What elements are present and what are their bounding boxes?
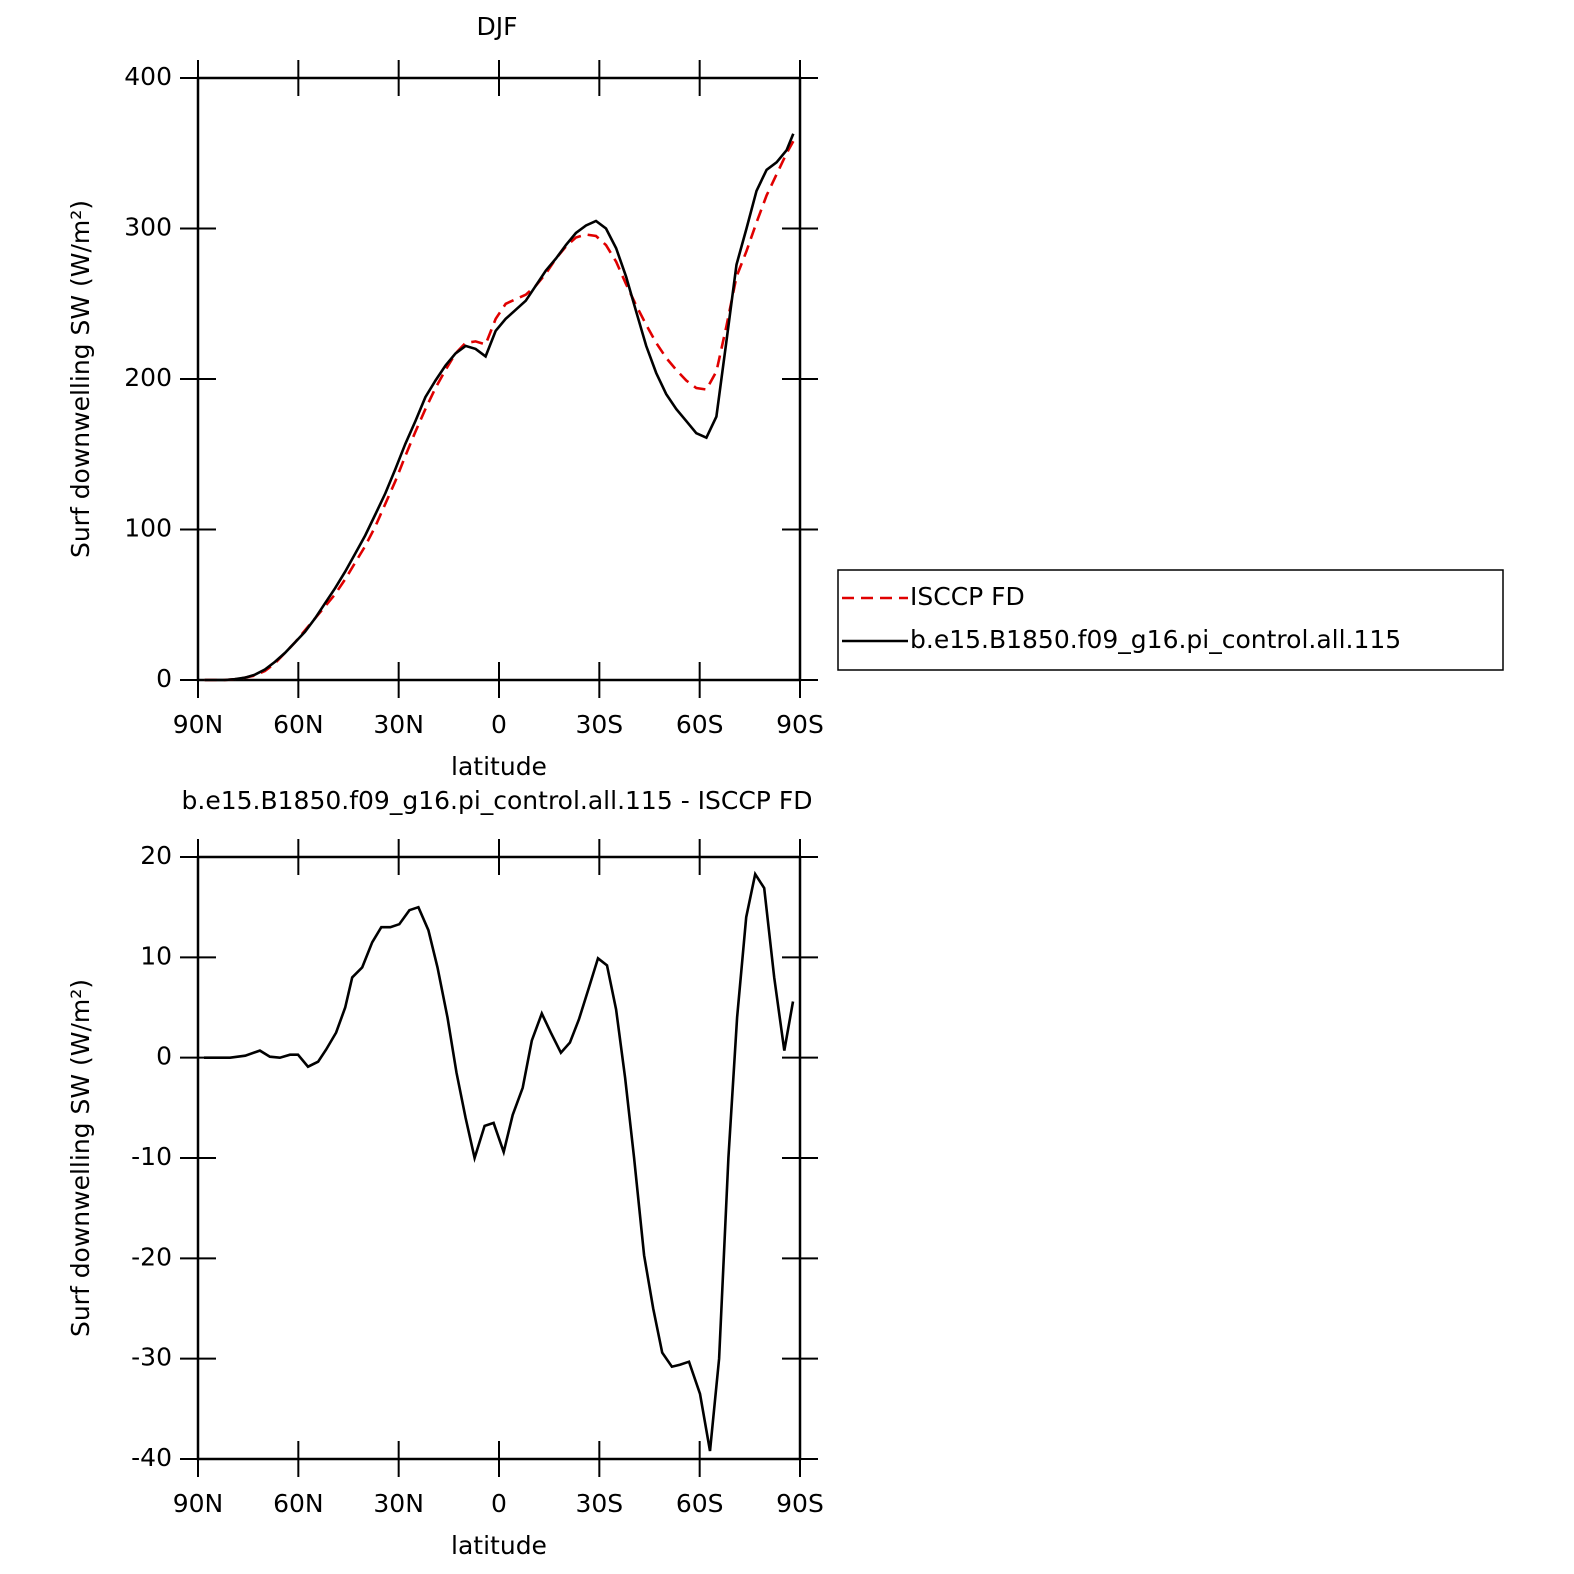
x-tick-label: 90S (776, 1489, 824, 1518)
plot-frame (196, 855, 802, 1461)
plot-frame (196, 76, 802, 682)
x-tick-label: 90S (776, 710, 824, 739)
x-tick-label: 0 (491, 1489, 507, 1518)
y-tick-label: 0 (156, 664, 172, 693)
legend-label: ISCCP FD (910, 582, 1025, 611)
y-tick-label: 300 (124, 213, 172, 242)
x-tick-label: 30N (373, 1489, 424, 1518)
x-tick-label: 90N (173, 1489, 224, 1518)
y-tick-label: -30 (131, 1343, 172, 1372)
x-tick-label: 60S (676, 710, 724, 739)
y-tick-label: -10 (131, 1142, 172, 1171)
y-tick-label: 0 (156, 1042, 172, 1071)
legend-box (837, 569, 1504, 671)
legend-label: b.e15.B1850.f09_g16.pi_control.all.115 (910, 625, 1401, 654)
data-line (204, 140, 795, 682)
x-tick-label: 90N (173, 710, 224, 739)
chart-title: DJF (476, 12, 517, 41)
y-tick-label: 20 (140, 841, 172, 870)
y-tick-label: -40 (131, 1443, 172, 1472)
x-tick-label: 0 (491, 710, 507, 739)
y-tick-label: 200 (124, 363, 172, 392)
y-tick-label: 10 (140, 941, 172, 970)
y-tick-label: -20 (131, 1242, 172, 1271)
y-axis-label: Surf downwelling SW (W/m²) (66, 979, 95, 1337)
y-axis-label: Surf downwelling SW (W/m²) (66, 200, 95, 558)
x-tick-label: 30S (575, 710, 623, 739)
data-line (204, 870, 795, 1452)
x-tick-label: 60N (273, 1489, 324, 1518)
x-tick-label: 30N (373, 710, 424, 739)
data-line (204, 133, 795, 682)
x-tick-label: 30S (575, 1489, 623, 1518)
chart-title: b.e15.B1850.f09_g16.pi_control.all.115 -… (182, 786, 813, 815)
x-axis-label: latitude (451, 1531, 547, 1560)
y-tick-label: 400 (124, 62, 172, 91)
x-tick-label: 60N (273, 710, 324, 739)
x-axis-label: latitude (451, 752, 547, 781)
y-tick-label: 100 (124, 514, 172, 543)
x-tick-label: 60S (676, 1489, 724, 1518)
